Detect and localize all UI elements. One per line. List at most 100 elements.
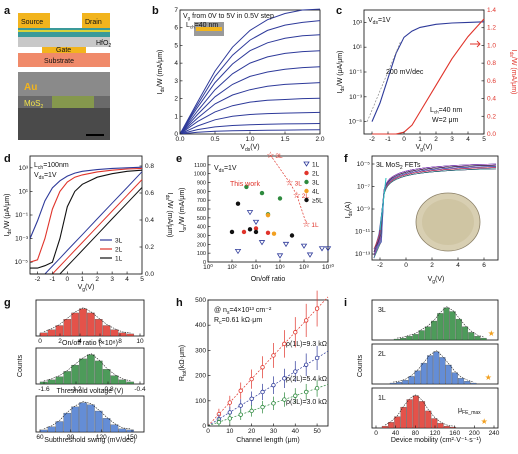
fit-curve-g	[43, 307, 131, 334]
linear-curve-c	[372, 18, 485, 135]
log-curve-d	[29, 166, 143, 239]
hist-bar-i	[396, 381, 403, 385]
ss-annot-c: 200 mV/dec	[386, 69, 424, 76]
marker-1L-e	[282, 241, 290, 248]
legend-label-d: 2L	[115, 247, 123, 254]
data-point-h	[293, 330, 298, 335]
annot-vg-b: Vg from 0V to 5V in 0.5V step	[183, 13, 274, 21]
data-point-h	[260, 365, 265, 370]
hist-bar-i	[381, 425, 388, 429]
marker-1L-e	[324, 246, 332, 252]
ytick-right-d-label: 0.6	[145, 190, 154, 197]
fit-curve-i	[393, 350, 474, 383]
ytick-b-label: 4	[174, 60, 178, 67]
ylabel-right-c: Ids/W (mA/μm)	[508, 50, 517, 95]
hist-bar-i	[433, 351, 440, 385]
hist-bar-g	[55, 376, 64, 385]
xticks-c: -2 -1 0 1 2 3 4 5	[369, 131, 486, 143]
title-f: 3L MoS2 FETs	[376, 162, 421, 171]
hist-bar-g	[102, 418, 111, 433]
legend-label-e: ≥5L	[312, 198, 323, 205]
annot-vds-d: Vds=1V	[34, 172, 57, 181]
hist-bar-i	[458, 378, 465, 385]
star-label-e: 2L	[302, 193, 310, 200]
panel-letter-d: d	[4, 153, 11, 165]
xlabel-g2: Threshold voltage (V)	[57, 388, 124, 395]
yticks-e: 0 100 200 300 400 500 600 700 800 900 1000 1100	[194, 163, 211, 266]
ytick-e-label: 800	[197, 189, 206, 195]
series-group-c	[366, 18, 485, 135]
data-point-h	[249, 376, 254, 382]
hist-bar-i	[439, 357, 446, 385]
ytick-h-label: 500	[195, 297, 206, 304]
xlabel-g1: On/off ratio (×10⁸)	[62, 340, 118, 347]
mu-label-i: μFE_max	[458, 407, 481, 416]
xtick-c-label: 0	[402, 136, 406, 143]
ytick-b-label: 7	[174, 7, 178, 14]
iv-curve-b	[179, 66, 321, 135]
hist-bar-i	[402, 380, 409, 385]
xtick-f-label: 6	[482, 262, 486, 269]
xtick-g2-label: -0.4	[134, 386, 146, 393]
data-point-h	[260, 404, 265, 410]
annot-lch-b: Lch=40 nm	[186, 22, 218, 30]
xtick-e-label: 10⁸	[299, 264, 309, 271]
hist-bar-g	[94, 360, 103, 385]
xtick-h-label: 0	[206, 428, 210, 435]
xlabel-b: Vds(V)	[240, 144, 259, 153]
iv-curve-b	[179, 8, 321, 135]
legend-marker-e	[304, 188, 309, 194]
hist-bar-g	[71, 364, 79, 385]
legend-d: 3L 2L 1L	[100, 238, 123, 263]
xtick-g1-label: 10	[136, 338, 144, 345]
ytick-right-c-label: 0.0	[487, 131, 496, 138]
hist-bar-i	[470, 382, 477, 385]
panel-a: a Source Drain HfO2 Gate Substrate Au Mo…	[4, 5, 111, 140]
hist-bar-g	[71, 312, 79, 337]
hist-bar-g	[47, 329, 56, 337]
hist-bar-g	[94, 319, 103, 337]
ytick-e-label: 1100	[194, 163, 206, 169]
panel-letter-g: g	[4, 297, 11, 309]
ylabel-left-c: Ids/W (μA/μm)	[337, 51, 346, 94]
series-group-f	[373, 163, 497, 259]
hist-bar-i	[445, 364, 452, 385]
substrate-label: Substrate	[44, 58, 74, 65]
hist-bar-g	[126, 333, 135, 337]
ytick-right-c-label: 0.8	[487, 60, 496, 67]
hist-bar-g	[39, 429, 48, 433]
series-group-h	[207, 290, 329, 427]
hist-bar-i	[468, 332, 475, 341]
hist-bar-g	[55, 421, 64, 433]
marker-4L-e	[265, 212, 271, 218]
xtick-d-label: -1	[50, 276, 56, 283]
hist-bar-g	[110, 375, 119, 385]
hist-bar-i	[437, 313, 444, 341]
hist-bar-i	[425, 410, 432, 429]
ytick-e-label: 1000	[194, 172, 206, 178]
marker-2L-e	[241, 229, 247, 235]
iv-curve-b	[179, 123, 321, 135]
ytick-left-c-label: 10³	[353, 19, 363, 26]
hist-bar-i	[462, 326, 469, 341]
data-point-h	[238, 388, 243, 393]
data-point-h	[303, 362, 309, 367]
ytick-h-label: 400	[195, 322, 206, 329]
iv-curve-b	[179, 34, 321, 135]
xtick-i-label: 160	[449, 430, 460, 437]
marker-1L-e	[306, 252, 314, 258]
xtick-g1-label: 8	[118, 338, 122, 345]
xtick-f-label: 0	[404, 262, 408, 269]
ytick-e-label: 0	[203, 260, 206, 266]
fit-line-h	[207, 296, 329, 427]
ytick-right-c-label: 0.6	[487, 78, 496, 85]
ytick-right-c-label: 0.4	[487, 96, 496, 103]
marker-≥5L-e	[289, 233, 295, 238]
ytick-right-c-label: 1.2	[487, 25, 496, 32]
data-point-h	[314, 386, 320, 391]
xtick-i-label: 240	[489, 430, 500, 437]
ytick-b-label: 6	[174, 25, 178, 32]
label-3l-i: 3L	[378, 307, 386, 314]
marker-2L-e	[265, 230, 271, 236]
data-point-h	[227, 416, 233, 421]
